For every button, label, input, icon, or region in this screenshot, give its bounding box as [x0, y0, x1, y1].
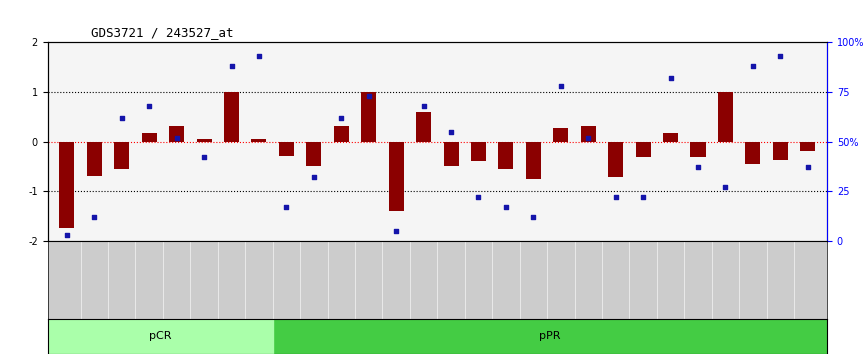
Point [60, 232, 74, 238]
Bar [224, 92, 239, 142]
Point [691, 165, 705, 170]
Bar [499, 142, 514, 169]
Point [773, 53, 787, 59]
Point [115, 115, 129, 121]
Text: pCR: pCR [149, 331, 171, 341]
Point [142, 103, 156, 109]
Bar [142, 133, 157, 142]
Point [280, 204, 294, 210]
Point [444, 129, 458, 135]
Bar [772, 142, 788, 160]
Bar [800, 142, 816, 150]
Point [637, 194, 650, 200]
Bar [581, 126, 596, 142]
Bar [389, 142, 404, 211]
Bar [169, 126, 184, 142]
Point [252, 53, 266, 59]
Bar [608, 142, 624, 177]
Point [499, 204, 513, 210]
Point [170, 135, 184, 141]
Point [472, 194, 486, 200]
Text: pPR: pPR [540, 331, 560, 341]
Bar [718, 92, 733, 142]
Bar [279, 142, 294, 156]
Bar [87, 142, 102, 176]
Bar [197, 139, 211, 142]
Bar [307, 142, 321, 166]
Bar [746, 142, 760, 164]
Point [197, 155, 211, 160]
Bar [59, 142, 74, 228]
Bar [114, 142, 129, 169]
Bar [663, 133, 678, 142]
Point [334, 115, 348, 121]
Point [581, 135, 595, 141]
Bar [690, 142, 706, 158]
Point [801, 165, 815, 170]
Point [87, 214, 101, 220]
Point [307, 175, 320, 180]
Text: GDS3721 / 243527_at: GDS3721 / 243527_at [91, 26, 234, 39]
Bar [416, 112, 431, 142]
Point [224, 63, 238, 69]
Point [527, 214, 540, 220]
Point [389, 228, 403, 234]
Point [746, 63, 759, 69]
Bar [636, 142, 650, 158]
Bar [526, 142, 541, 179]
Point [719, 184, 733, 190]
Bar [471, 142, 486, 161]
Bar [251, 139, 267, 142]
Bar [553, 128, 568, 142]
Bar [443, 142, 459, 166]
Point [554, 83, 568, 89]
Point [663, 75, 677, 81]
Bar [333, 126, 349, 142]
Point [362, 93, 376, 99]
Bar [361, 92, 376, 142]
Point [609, 194, 623, 200]
Bar [48, 319, 273, 354]
Point [417, 103, 430, 109]
